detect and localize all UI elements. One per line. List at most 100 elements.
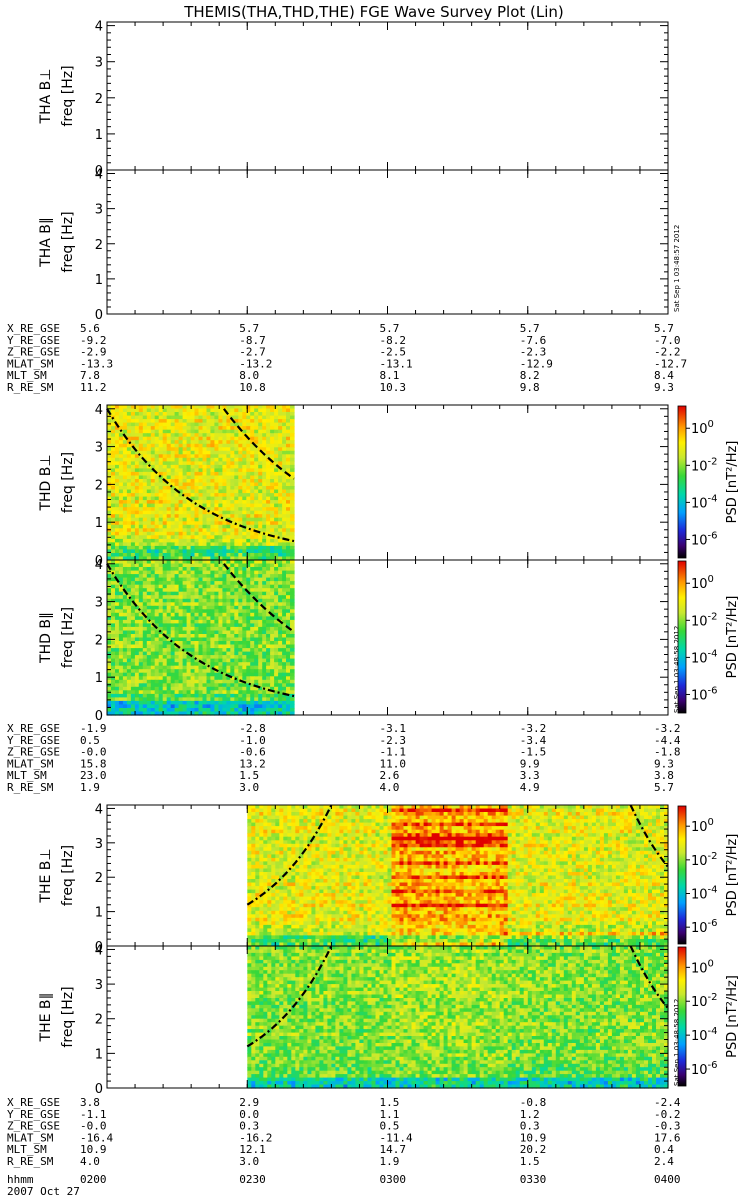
colorbar-tick-label: 10-2 — [691, 992, 718, 1010]
ephemeris-value: 9.8 — [520, 381, 540, 394]
xtick-label: 0300 — [380, 1173, 407, 1186]
ephemeris-row-label: MLT_SM — [7, 1143, 47, 1156]
ephemeris-value: 1.2 — [520, 1108, 540, 1121]
ephemeris-value: -1.1 — [80, 1108, 107, 1121]
ephemeris-row-label: Y_RE_GSE — [7, 1108, 60, 1121]
colorbar-label: PSD [nT²/Hz] — [725, 834, 740, 917]
curve-thd-bpar-1 — [223, 563, 295, 633]
colorbar-tick-label: 10-4 — [691, 1026, 718, 1044]
panel-frame-tha-bperp — [106, 21, 669, 171]
ephemeris-value: 5.7 — [380, 322, 400, 335]
ephemeris-value: 2.6 — [380, 769, 400, 782]
ephemeris-value: 1.9 — [80, 781, 100, 794]
ephemeris-value: 3.0 — [239, 781, 259, 794]
ephemeris-value: 1.5 — [380, 1096, 400, 1109]
ephemeris-value: -2.3 — [380, 734, 407, 747]
panel-the-bpar: 0 1 2 3 4 THE B∥ freq [Hz] Sat Sep 1 03:48:58 2… — [38, 944, 740, 1098]
panel-thd-bpar: 0 1 2 3 4 THD B∥ freq [Hz] Sat Sep 1 03:48:58 2… — [38, 558, 740, 724]
ytick-label: 0 — [95, 1082, 103, 1097]
ephemeris-value: 3.8 — [654, 769, 674, 782]
spectrogram-the-bperp — [247, 805, 669, 947]
ephemeris-value: -2.4 — [654, 1096, 681, 1109]
ephemeris-value: -2.7 — [239, 346, 266, 359]
freq-axis-label: freq [Hz] — [60, 986, 76, 1047]
timestamp-stamp: Sat Sep 1 03:48:58 2012 — [673, 999, 681, 1086]
ephemeris-value: -2.5 — [380, 346, 407, 359]
freq-axis-label: freq [Hz] — [60, 452, 76, 513]
ephemeris-row-label: Y_RE_GSE — [7, 334, 60, 347]
ephemeris-value: -0.0 — [80, 746, 107, 759]
ephemeris-value: -13.2 — [239, 357, 272, 370]
ephemeris-row-label: Z_RE_GSE — [7, 746, 60, 759]
ephemeris-value: -7.6 — [520, 334, 547, 347]
timestamp-stamp: Sat Sep 1 03:48:58 2012 — [673, 626, 681, 713]
colorbar-tick-label: 100 — [691, 958, 714, 976]
panel-frame-tha-bpar — [106, 169, 669, 315]
ephemeris-value: 11.2 — [80, 381, 107, 394]
ephemeris-value: 4.0 — [380, 781, 400, 794]
ephemeris-value: 7.8 — [80, 369, 100, 382]
ephemeris-value: 5.6 — [80, 322, 100, 335]
ephemeris-value: -12.9 — [520, 357, 553, 370]
ephemeris-value: 9.3 — [654, 757, 674, 770]
freq-axis-label: freq [Hz] — [60, 211, 76, 272]
curve-the-bperp-1 — [629, 804, 669, 868]
panel-label-thd-bperp: THD B⊥ — [38, 454, 54, 511]
ephemeris-value: -12.7 — [654, 357, 687, 370]
ytick-label: 2 — [95, 633, 103, 648]
ephemeris-value: -0.6 — [239, 746, 266, 759]
ephemeris-value: -16.2 — [239, 1131, 272, 1144]
ytick-label: 0 — [95, 709, 103, 724]
ephemeris-value: 2.9 — [239, 1096, 259, 1109]
ephemeris-value: 3.3 — [520, 769, 540, 782]
colorbar-tick-label: 100 — [691, 817, 714, 835]
ephemeris-value: -1.5 — [520, 746, 547, 759]
ephemeris-value: 8.4 — [654, 369, 674, 382]
colorbar-the-bpar: 100 10-2 10-4 10-6 PSD [nT²/Hz] — [677, 946, 740, 1087]
ephemeris-value: 1.1 — [380, 1108, 400, 1121]
ephemeris-value: 8.0 — [239, 369, 259, 382]
curve-the-bperp-0 — [246, 804, 333, 906]
spectrogram-the-bpar — [247, 946, 669, 1089]
curve-the-bpar-1 — [629, 945, 669, 1009]
ephemeris-value: 0.0 — [239, 1108, 259, 1121]
colorbar-tick-label: 10-6 — [691, 686, 718, 704]
ytick-label: 2 — [95, 92, 103, 107]
ephemeris-value: 0.5 — [380, 1120, 400, 1133]
ephemeris-row-label: MLT_SM — [7, 769, 47, 782]
ytick-label: 3 — [95, 596, 103, 611]
ephemeris-value: -16.4 — [80, 1131, 113, 1144]
ephemeris-value: 10.9 — [520, 1131, 547, 1144]
ephemeris-row-label: MLAT_SM — [7, 357, 54, 370]
ytick-label: 4 — [95, 944, 103, 959]
ytick-label: 1 — [95, 671, 103, 686]
ephemeris-value: 9.3 — [654, 381, 674, 394]
ephemeris-value: -1.8 — [654, 746, 681, 759]
ytick-label: 1 — [95, 516, 103, 531]
ephemeris-value: -2.9 — [80, 346, 107, 359]
ephemeris-value: -0.2 — [654, 1108, 681, 1121]
panel-label-tha-bpar: THA B∥ — [38, 217, 54, 268]
ephemeris-tha: X_RE_GSE 5.6 5.7 5.7 5.7 5.7Y_RE_GSE -9.2 -8.7-… — [7, 322, 687, 394]
ephemeris-row-label: R_RE_SM — [7, 381, 54, 394]
panel-tha-bpar: 0 1 2 3 4 THA B∥ freq [Hz] Sat Sep 1 03:48:57 2… — [38, 168, 681, 324]
xtick-label: 0200 — [80, 1173, 107, 1186]
ytick-label: 2 — [95, 1013, 103, 1028]
spectrogram-thd-bperp — [107, 405, 295, 561]
ephemeris-value: -3.2 — [520, 722, 547, 735]
ephemeris-value: -3.4 — [520, 734, 547, 747]
xtick-label: 0230 — [239, 1173, 266, 1186]
ytick-label: 3 — [95, 837, 103, 852]
ephemeris-value: 20.2 — [520, 1143, 547, 1156]
ephemeris-value: -2.3 — [520, 346, 547, 359]
ephemeris-value: 5.7 — [654, 322, 674, 335]
ephemeris-value: -1.0 — [239, 734, 266, 747]
ephemeris-value: 8.1 — [380, 369, 400, 382]
ephemeris-row-label: MLAT_SM — [7, 1131, 54, 1144]
ytick-label: 3 — [95, 441, 103, 456]
ytick-label: 1 — [95, 906, 103, 921]
ephemeris-row-label: Y_RE_GSE — [7, 734, 60, 747]
panel-label-the-bperp: THE B⊥ — [38, 848, 54, 903]
spectrogram-thd-bpar — [107, 560, 295, 716]
colorbar-tick-label: 10-6 — [691, 531, 718, 549]
